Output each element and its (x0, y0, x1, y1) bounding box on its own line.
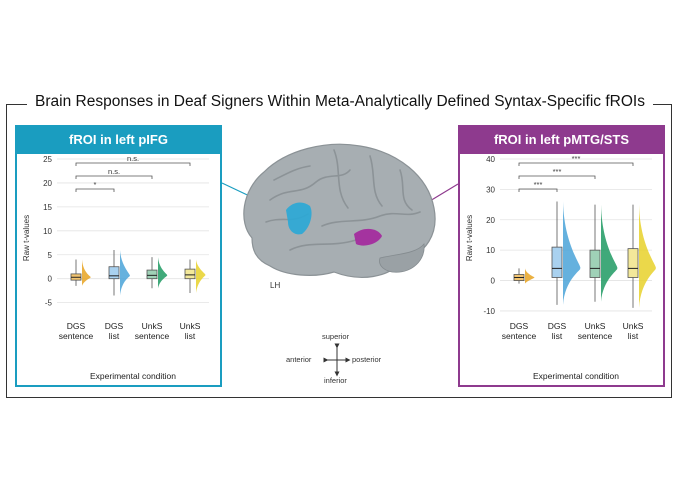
chart-title-pmtg: fROI in left pMTG/STS (460, 127, 663, 154)
category-label: sentence (578, 331, 613, 341)
box (108, 266, 120, 280)
hemisphere-label: LH (270, 281, 281, 290)
box (627, 248, 639, 278)
box (551, 246, 563, 278)
significance-label: *** (534, 180, 543, 189)
chart-panel-pmtg: fROI in left pMTG/STS -10 0 10 20 30 40 Raw t-… (458, 125, 665, 387)
category-label: DGS (67, 321, 86, 331)
series-1 (108, 249, 130, 296)
significance-bracket (75, 162, 191, 166)
category-label: UnkS (142, 321, 163, 331)
category-label: list (185, 331, 196, 341)
chart-panel-pifg: fROI in left pIFG -5 0 5 10 15 20 25 Raw t-valu… (15, 125, 222, 387)
series-2 (146, 257, 168, 289)
series-2 (589, 204, 618, 302)
compass-arrows (323, 343, 351, 377)
anterior-label: anterior (286, 355, 312, 364)
chart-title-pifg: fROI in left pIFG (17, 127, 220, 154)
y-tick-label: 25 (43, 155, 52, 164)
y-tick-label: 15 (43, 203, 52, 212)
significance-label: *** (553, 167, 562, 176)
significance-label: n.s. (127, 154, 139, 163)
category-label: DGS (105, 321, 124, 331)
significance-bracket (518, 175, 596, 179)
y-axis-label: Raw t-values (465, 215, 474, 261)
inferior-label: inferior (324, 376, 347, 385)
violin (158, 257, 168, 289)
category-label: sentence (135, 331, 170, 341)
figure-title: Brain Responses in Deaf Signers Within M… (0, 93, 680, 111)
y-tick-label: -10 (483, 307, 495, 316)
brain-hemisphere (243, 143, 436, 278)
sulci (265, 149, 421, 251)
significance-bracket (518, 188, 558, 192)
brain-illustration (243, 143, 436, 278)
category-label: DGS (548, 321, 567, 331)
violin (525, 268, 535, 284)
y-tick-label: 30 (486, 185, 495, 194)
box (146, 269, 158, 280)
significance-bracket (75, 188, 115, 192)
y-tick-label: 0 (48, 275, 53, 284)
box (589, 249, 601, 278)
x-axis-label: Experimental condition (533, 371, 619, 381)
significance-label: * (94, 180, 97, 189)
y-tick-label: -5 (45, 299, 53, 308)
series-1 (551, 201, 581, 305)
series-0 (513, 268, 535, 284)
violin (563, 201, 581, 305)
posterior-label: posterior (352, 355, 382, 364)
significance-label: n.s. (108, 167, 120, 176)
significance-bracket (518, 162, 634, 166)
y-tick-label: 10 (486, 246, 495, 255)
y-tick-label: 5 (48, 251, 53, 260)
y-axis-label: Raw t-values (22, 215, 31, 261)
category-label: UnkS (180, 321, 201, 331)
ifg-region (286, 202, 312, 235)
y-tick-label: 20 (486, 216, 495, 225)
significance-label: *** (572, 154, 581, 163)
category-label: DGS (510, 321, 529, 331)
category-label: sentence (59, 331, 94, 341)
significance-bracket (75, 175, 153, 179)
violin (196, 259, 206, 294)
mtg-region (354, 228, 382, 246)
violin (639, 204, 656, 308)
box (184, 268, 196, 280)
category-label: UnkS (585, 321, 606, 331)
category-label: list (109, 331, 120, 341)
series-3 (627, 204, 656, 308)
superior-label: superior (322, 332, 350, 341)
cerebellum (379, 243, 425, 273)
y-tick-label: 10 (43, 227, 52, 236)
category-label: list (628, 331, 639, 341)
y-tick-label: 20 (43, 179, 52, 188)
x-axis-label: Experimental condition (90, 371, 176, 381)
y-tick-label: 40 (486, 155, 495, 164)
violin (601, 204, 618, 302)
series-3 (184, 259, 206, 294)
violin (120, 249, 130, 296)
category-label: sentence (502, 331, 537, 341)
violin (82, 259, 91, 286)
category-label: list (552, 331, 563, 341)
y-tick-label: 0 (491, 277, 496, 286)
category-label: UnkS (623, 321, 644, 331)
orientation-compass: superior inferior anterior posterior (282, 328, 392, 386)
series-0 (70, 259, 91, 286)
